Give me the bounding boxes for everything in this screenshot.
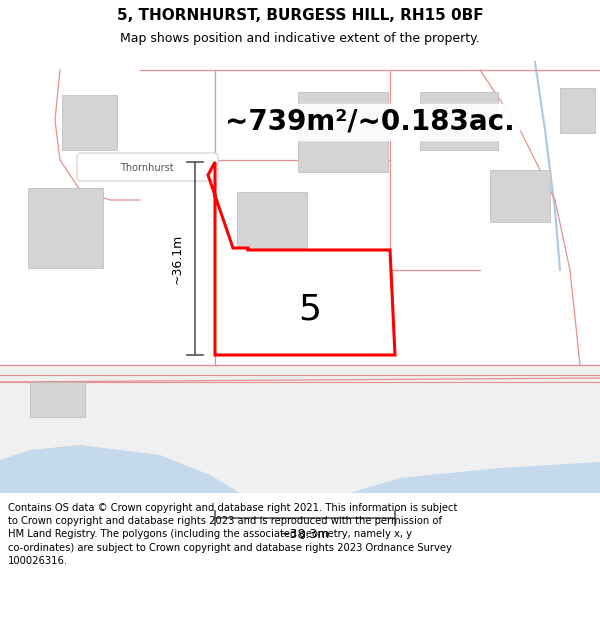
Text: ~38.3m: ~38.3m xyxy=(280,528,330,541)
Bar xyxy=(28,188,103,268)
Bar xyxy=(420,92,498,150)
Polygon shape xyxy=(0,365,600,493)
Bar xyxy=(62,95,117,150)
Bar xyxy=(265,262,380,342)
Bar xyxy=(30,382,85,417)
Text: Thornhurst: Thornhurst xyxy=(120,163,174,173)
Text: 5: 5 xyxy=(299,293,322,327)
Text: Map shows position and indicative extent of the property.: Map shows position and indicative extent… xyxy=(120,32,480,45)
Polygon shape xyxy=(0,445,240,493)
Text: Contains OS data © Crown copyright and database right 2021. This information is : Contains OS data © Crown copyright and d… xyxy=(8,503,457,566)
Polygon shape xyxy=(350,462,600,493)
Bar xyxy=(237,192,307,257)
Polygon shape xyxy=(208,162,395,355)
Bar xyxy=(560,88,595,133)
Bar xyxy=(298,92,388,172)
Bar xyxy=(490,170,550,222)
Text: 5, THORNHURST, BURGESS HILL, RH15 0BF: 5, THORNHURST, BURGESS HILL, RH15 0BF xyxy=(116,8,484,23)
Text: ~36.1m: ~36.1m xyxy=(170,233,184,284)
FancyBboxPatch shape xyxy=(77,153,218,181)
Text: ~739m²/~0.183ac.: ~739m²/~0.183ac. xyxy=(225,108,515,136)
